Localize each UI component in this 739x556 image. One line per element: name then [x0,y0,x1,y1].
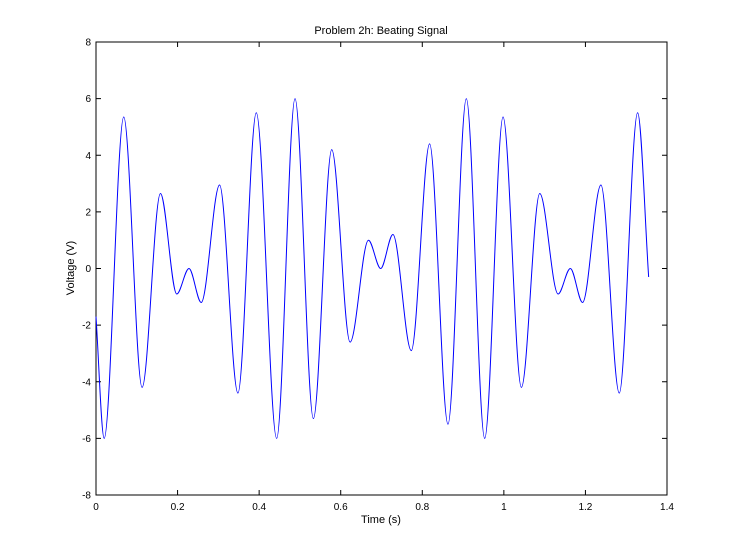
y-tick-label: 4 [85,151,91,162]
x-tick-label: 0.6 [334,502,348,513]
x-axis-label: Time (s) [361,514,401,526]
x-tick-label: 1 [501,502,507,513]
x-tick-label: 1.2 [578,502,592,513]
y-tick-label: -6 [82,434,91,445]
y-axis-label: Voltage (V) [65,241,77,295]
x-axis-ticks: 0 0.2 0.4 0.6 0.8 1 1.2 1.4 [93,42,674,513]
x-tick-label: 0.8 [415,502,429,513]
y-tick-label: 6 [85,94,91,105]
y-tick-label: -2 [82,321,91,332]
x-tick-label: 0.4 [252,502,266,513]
x-tick-label: 1.4 [660,502,674,513]
x-tick-label: 0 [93,502,99,513]
y-tick-label: -8 [82,491,91,502]
y-tick-label: 2 [85,207,91,218]
y-tick-label: 8 [85,38,91,49]
x-tick-label: 0.2 [171,502,185,513]
y-axis-ticks: -8 -6 -4 -2 0 2 4 6 8 [82,38,667,502]
y-tick-label: 0 [85,264,91,275]
voltage-series-line [95,98,650,439]
y-tick-label: -4 [82,377,91,388]
chart-title: Problem 2h: Beating Signal [314,25,447,37]
